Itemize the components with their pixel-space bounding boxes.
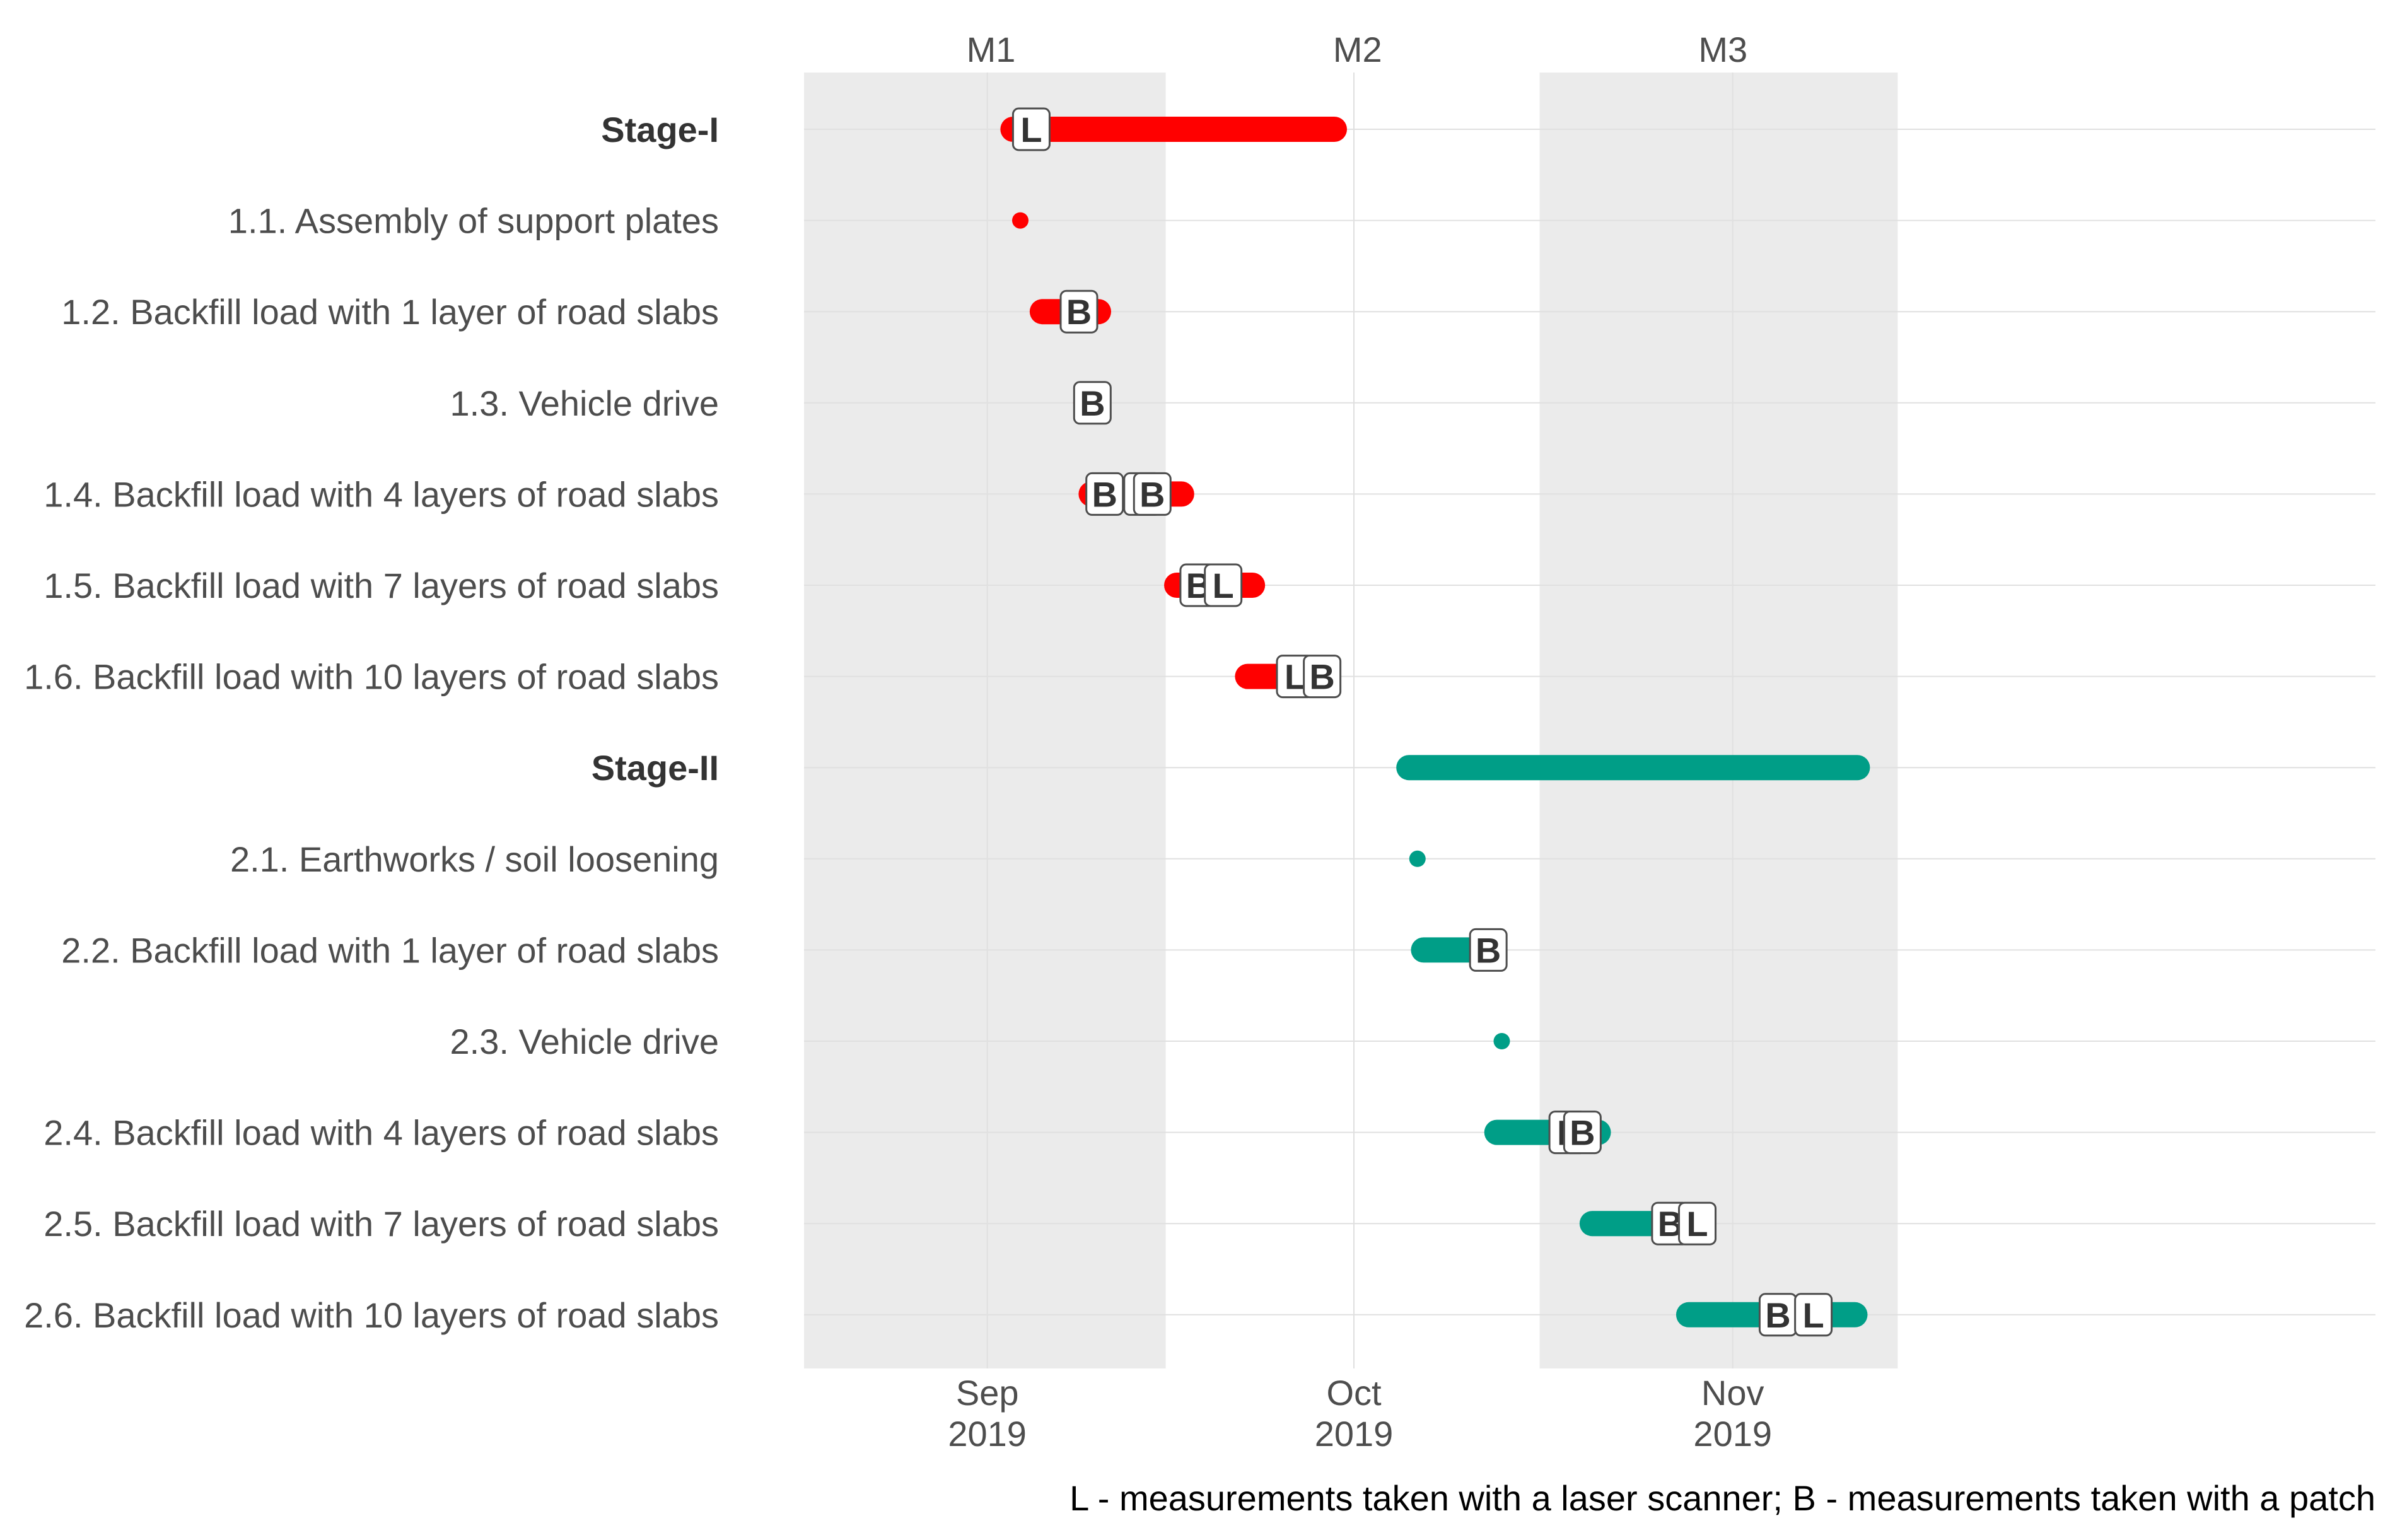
period-label-m1: M1 — [967, 30, 1016, 69]
marker-box — [1469, 928, 1508, 972]
patch-marker: B — [1073, 381, 1112, 425]
marker-text: B — [1066, 292, 1092, 332]
marker-box — [1011, 107, 1051, 151]
patch-marker: B — [1059, 289, 1099, 334]
period-labels: M1 M2 M3 — [967, 30, 1748, 69]
marker-text: B — [1570, 1113, 1595, 1153]
task-label: 1.6. Backfill load with 10 layers of roa… — [24, 657, 719, 697]
measurement-markers: LBBBLBBLLBBLBBLBL — [1011, 107, 1833, 1337]
laser-scan-marker: L — [1204, 563, 1243, 607]
task-label: 2.4. Backfill load with 4 layers of road… — [44, 1113, 719, 1153]
marker-box — [1085, 472, 1124, 516]
patch-marker: B — [1133, 472, 1172, 516]
laser-scan-marker: L — [1794, 1293, 1833, 1337]
task-label: 1.5. Backfill load with 7 layers of road… — [44, 566, 719, 605]
patch-marker: B — [1563, 1111, 1602, 1155]
marker-text: L — [1213, 566, 1234, 605]
patch-marker: B — [1303, 655, 1342, 699]
marker-box — [1204, 563, 1243, 607]
period-label-m3: M3 — [1698, 30, 1747, 69]
task-label: 2.5. Backfill load with 7 layers of road… — [44, 1204, 719, 1244]
task-point — [1409, 850, 1426, 867]
task-point — [1493, 1033, 1510, 1049]
period-band-m1 — [804, 73, 1166, 1368]
marker-box — [1563, 1111, 1602, 1155]
marker-box — [1073, 381, 1112, 425]
marker-text: B — [1309, 657, 1334, 697]
marker-box — [1794, 1293, 1833, 1337]
patch-marker: B — [1085, 472, 1124, 516]
marker-text: L — [1803, 1295, 1824, 1335]
marker-box — [1678, 1201, 1717, 1245]
x-tick-month: Sep — [956, 1373, 1019, 1413]
marker-text: B — [1765, 1295, 1790, 1335]
task-label: 2.6. Backfill load with 10 layers of roa… — [24, 1295, 719, 1335]
task-label: 1.3. Vehicle drive — [450, 383, 719, 423]
marker-text: B — [1476, 930, 1501, 970]
marker-text: B — [1139, 474, 1165, 514]
marker-text: L — [1020, 110, 1042, 149]
row-labels: Stage-I 1.1. Assembly of support plates 1.… — [24, 110, 719, 1335]
laser-scan-marker: L — [1011, 107, 1051, 151]
task-point — [1011, 212, 1029, 229]
task-label: 2.2. Backfill load with 1 layer of road … — [61, 930, 719, 970]
task-label: 1.2. Backfill load with 1 layer of road … — [61, 292, 719, 332]
period-shading — [804, 73, 1898, 1368]
x-tick-month: Nov — [1701, 1373, 1764, 1413]
task-label: 2.3. Vehicle drive — [450, 1022, 719, 1061]
x-tick-year: 2019 — [1693, 1414, 1772, 1454]
stage-label: Stage-II — [592, 748, 719, 788]
x-tick-year: 2019 — [948, 1414, 1027, 1454]
marker-box — [1303, 655, 1342, 699]
chart-caption: L - measurements taken with a laser scan… — [1069, 1478, 2375, 1518]
marker-text: B — [1092, 474, 1117, 514]
task-label: 2.1. Earthworks / soil loosening — [230, 839, 719, 879]
marker-text: L — [1686, 1204, 1708, 1244]
laser-scan-marker: L — [1678, 1201, 1717, 1245]
marker-box — [1059, 289, 1099, 334]
stage-label: Stage-I — [601, 110, 719, 149]
marker-text: B — [1080, 383, 1105, 423]
patch-marker: B — [1758, 1293, 1797, 1337]
patch-marker: B — [1469, 928, 1508, 972]
x-tick-month: Oct — [1326, 1373, 1382, 1413]
x-tick-year: 2019 — [1315, 1414, 1394, 1454]
marker-text: L — [1285, 657, 1306, 697]
task-label: 1.4. Backfill load with 4 layers of road… — [44, 474, 719, 514]
task-label: 1.1. Assembly of support plates — [228, 201, 719, 241]
period-band-m3 — [1539, 73, 1898, 1368]
period-label-m2: M2 — [1333, 30, 1382, 69]
marker-box — [1133, 472, 1172, 516]
